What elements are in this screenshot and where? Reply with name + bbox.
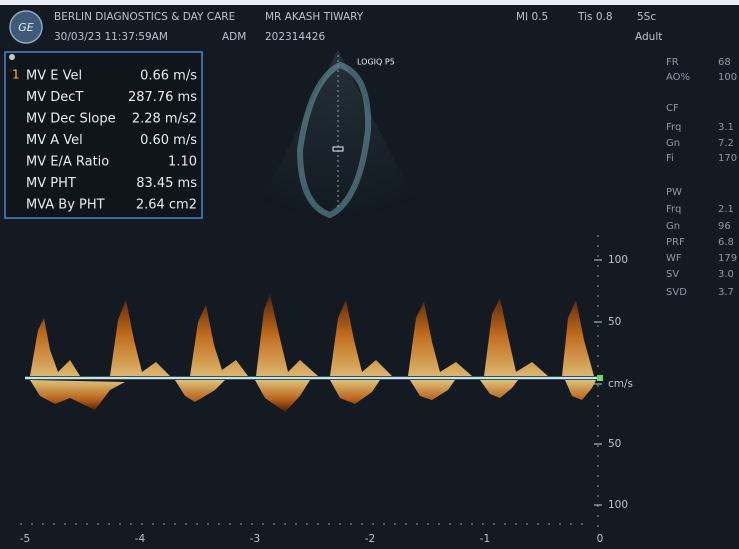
operator: ADM — [222, 31, 246, 43]
setting-value: 100 — [718, 72, 737, 83]
measurement-label: MV E/A Ratio — [26, 155, 109, 170]
probe-label: LOGIQ P5 — [357, 58, 395, 67]
top-bar — [0, 0, 739, 5]
measurement-value: 2.64 cm2 — [136, 198, 197, 213]
measurement-value: 0.66 m/s — [140, 69, 197, 84]
setting-label: Gn — [666, 221, 680, 232]
measurement-value: 1.10 — [168, 155, 197, 170]
heart-outline — [296, 61, 372, 219]
baseline-handle — [597, 375, 603, 381]
measurement-label: MV PHT — [26, 176, 76, 191]
logo — [9, 10, 43, 44]
side-panel: FR 68 AO% 100 CF Frq 3.1 Gn 7.2 Fi 170 PW Frq 2.1 Gn 96… — [666, 57, 737, 298]
reverse-flow — [30, 380, 596, 412]
setting-label: CF — [666, 103, 679, 114]
facility: BERLIN DIAGNOSTICS & DAY CARE — [54, 11, 235, 23]
scale-label: 50 — [608, 438, 621, 450]
measurement-value: 83.45 ms — [136, 176, 197, 191]
measurement-index: 1 — [12, 68, 20, 82]
scale-label: 100 — [608, 254, 628, 266]
measurement-value: 287.76 ms — [128, 90, 197, 105]
time-label: -4 — [135, 533, 146, 545]
setting-value: 170 — [718, 153, 737, 164]
time-label: -5 — [20, 533, 30, 545]
setting-value: 179 — [718, 253, 737, 264]
exam-id: 202314426 — [265, 31, 325, 43]
probe: 5Sc — [637, 11, 656, 23]
mi: MI 0.5 — [516, 11, 548, 23]
setting-value: 6.8 — [718, 237, 734, 248]
doppler-spectrum — [25, 294, 603, 412]
time-axis-labels: -5 -4 -3 -2 -1 0 — [20, 533, 604, 545]
time-label: -1 — [480, 533, 490, 545]
setting-value: 3.1 — [718, 122, 734, 133]
measurement-value: 2.28 m/s2 — [132, 112, 197, 127]
measurement-label: MV A Vel — [26, 133, 83, 148]
box-handle — [9, 54, 15, 60]
measurement-label: MV Dec Slope — [26, 112, 116, 127]
measurement-label: MV E Vel — [26, 69, 82, 84]
setting-label: FR — [666, 57, 679, 68]
setting-label: SV — [666, 269, 679, 280]
velocity-scale: 100 50 cm/s 50 100 — [594, 254, 633, 511]
setting-value: 3.0 — [718, 269, 734, 280]
forward-flow — [30, 294, 594, 376]
sector-image — [262, 50, 415, 218]
sample-gate — [332, 146, 344, 152]
measurement-box — [4, 51, 203, 219]
measurement-label: MV DecT — [26, 90, 83, 105]
time-label: -2 — [365, 533, 375, 545]
measurement-label: MVA By PHT — [26, 198, 105, 213]
scale-label: 100 — [608, 499, 628, 511]
setting-label: Frq — [666, 204, 681, 215]
setting-value: 68 — [718, 57, 731, 68]
setting-label: SVD — [666, 287, 687, 298]
setting-label: WF — [666, 253, 682, 264]
setting-value: 2.1 — [718, 204, 734, 215]
measurement-rows: MV E Vel 0.66 m/s MV DecT 287.76 ms MV Dec S… — [26, 69, 197, 213]
setting-value: 96 — [718, 221, 731, 232]
measurement-value: 0.60 m/s — [140, 133, 197, 148]
setting-label: PRF — [666, 237, 685, 248]
scale-label: cm/s — [608, 378, 633, 390]
datetime: 30/03/23 11:37:59AM — [54, 31, 168, 43]
setting-label: Fi — [666, 153, 674, 164]
patient: MR AKASH TIWARY — [265, 11, 364, 23]
setting-label: Frq — [666, 122, 681, 133]
setting-label: PW — [666, 187, 682, 198]
setting-label: AO% — [666, 72, 690, 83]
setting-value: 3.7 — [718, 287, 734, 298]
time-label: -3 — [250, 533, 260, 545]
setting-label: Gn — [666, 138, 680, 149]
tis: Tis 0.8 — [577, 11, 613, 23]
time-label: 0 — [597, 533, 604, 545]
scale-label: 50 — [608, 316, 621, 328]
setting-value: 7.2 — [718, 138, 734, 149]
preset: Adult — [635, 31, 662, 43]
logo-text: GE — [18, 21, 34, 34]
